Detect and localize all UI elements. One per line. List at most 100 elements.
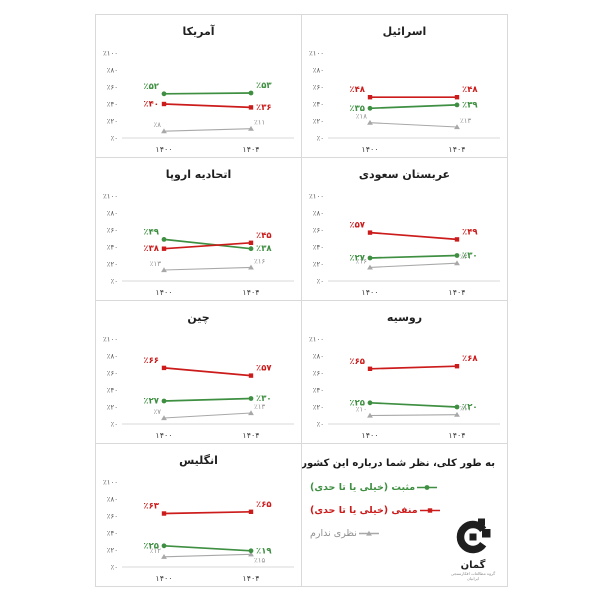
positive-line <box>163 238 252 250</box>
survey-question: به طور کلی، نظر شما درباره این کشورها چی… <box>302 458 495 469</box>
no_opinion-marker-glyph-icon <box>358 530 379 536</box>
gamaan-tagline: گروه مطالعات افکارسنجی ایرانیان <box>450 571 496 581</box>
chart-panel-4: چین ٪۰ ٪۲۰ ٪۴۰ ٪۶۰ ٪۸۰ ٪۱۰۰ ۱۴۰۰ ۱۴۰۴ ٪۷ ٪۱۳ ٪۲۷ ٪۳۰… <box>96 301 302 444</box>
negative-value-label: ٪۵۷ <box>256 364 272 374</box>
point-marker <box>367 255 373 261</box>
chart-title: روسیه <box>386 311 423 324</box>
legend-panel: به طور کلی، نظر شما درباره این کشورها چی… <box>302 444 508 587</box>
y-axis-tick-label: ٪۴۰ <box>313 387 324 395</box>
no-opinion-value-label: ٪۷ <box>153 408 161 416</box>
point-marker <box>248 551 254 557</box>
charts-grid: آمریکا ٪۰ ٪۲۰ ٪۴۰ ٪۶۰ ٪۸۰ ٪۱۰۰ ۱۴۰۰ ۱۴۰۴ ٪۸ ٪۱۱ ٪۵۲… <box>95 14 508 587</box>
point-marker <box>454 260 460 266</box>
gamaan-logo: گمان گروه مطالعات افکارسنجی ایرانیان <box>447 518 499 581</box>
point-marker <box>367 366 373 371</box>
y-axis-tick-label: ٪۰ <box>110 278 118 286</box>
chart-title: عربستان سعودی <box>358 168 451 181</box>
chart-panel-6: انگلیس ٪۰ ٪۲۰ ٪۴۰ ٪۶۰ ٪۸۰ ٪۱۰۰ ۱۴۰۰ ۱۴۰۴ ٪۱۲ ٪۱۵ ٪۲… <box>96 444 302 587</box>
positive-series-marker-icon <box>416 483 438 492</box>
line-chart: ٪۰ ٪۲۰ ٪۴۰ ٪۶۰ ٪۸۰ ٪۱۰۰ ۱۴۰۰ ۱۴۰۴ ٪۱۰ ٪۱۱ ٪۲۵ ٪۲۰ ٪۶… <box>309 336 500 440</box>
no-opinion-value-label: ٪۱۵ <box>254 556 266 564</box>
point-marker <box>161 543 167 549</box>
point-marker <box>248 105 254 110</box>
y-axis-tick-label: ٪۸۰ <box>107 210 118 218</box>
y-axis-tick-label: ٪۲۰ <box>313 118 324 126</box>
y-axis-tick-label: ٪۴۰ <box>107 244 118 252</box>
negative-line <box>369 365 458 370</box>
line-chart: ٪۰ ٪۲۰ ٪۴۰ ٪۶۰ ٪۸۰ ٪۱۰۰ ۱۴۰۰ ۱۴۰۴ ٪۱۸ ٪۱۳ ٪۳۵ ٪۳۹ ٪۴… <box>309 50 500 154</box>
y-axis-tick-label: ٪۱۰۰ <box>309 336 324 344</box>
negative-value-label: ٪۴۵ <box>256 231 272 241</box>
y-axis-tick-label: ٪۰ <box>316 278 324 286</box>
point-marker <box>454 404 460 410</box>
no_opinion-line <box>163 412 252 419</box>
y-axis-tick-label: ٪۲۰ <box>107 547 118 555</box>
y-axis-tick-label: ٪۸۰ <box>313 67 324 75</box>
y-axis-tick-label: ٪۴۰ <box>107 387 118 395</box>
y-axis-tick-label: ٪۱۰۰ <box>103 336 118 344</box>
negative-line <box>163 103 252 109</box>
legend-item-label: مثبت (خیلی یا تا حدی) <box>310 482 416 493</box>
line-chart: ٪۰ ٪۲۰ ٪۴۰ ٪۶۰ ٪۸۰ ٪۱۰۰ ۱۴۰۰ ۱۴۰۴ ٪۱۶ ٪۲۱ ٪۲۷ ٪۳۰ ٪۵… <box>309 193 500 297</box>
y-axis-tick-label: ٪۸۰ <box>107 67 118 75</box>
line-chart: ٪۰ ٪۲۰ ٪۴۰ ٪۶۰ ٪۸۰ ٪۱۰۰ ۱۴۰۰ ۱۴۰۴ ٪۸ ٪۱۱ ٪۵۲ ٪۵۳ ٪۴۰… <box>103 50 294 154</box>
no_opinion-line <box>369 262 458 268</box>
legend-item-label: نظری ندارم <box>310 528 357 539</box>
point-marker <box>367 95 373 100</box>
x-axis-tick-label: ۱۴۰۴ <box>242 574 259 583</box>
line-chart: ٪۰ ٪۲۰ ٪۴۰ ٪۶۰ ٪۸۰ ٪۱۰۰ ۱۴۰۰ ۱۴۰۴ ٪۱۲ ٪۱۵ ٪۲۵ ٪۱۹ ٪۶… <box>103 479 294 583</box>
chart-panel-2: اتحادیه اروپا ٪۰ ٪۲۰ ٪۴۰ ٪۶۰ ٪۸۰ ٪۱۰۰ ۱۴۰۰ ۱۴۰۴ ٪… <box>96 158 302 301</box>
point-marker <box>161 398 167 404</box>
negative-line <box>369 231 458 241</box>
y-axis-tick-label: ٪۰ <box>110 564 118 572</box>
point-marker <box>161 237 167 242</box>
point-marker <box>161 415 167 421</box>
point-marker <box>248 264 254 270</box>
no_opinion-line <box>163 266 252 271</box>
no-opinion-series-marker-icon <box>358 529 380 538</box>
y-axis-tick-label: ٪۲۰ <box>107 118 118 126</box>
negative-line <box>163 241 252 250</box>
x-axis-tick-label: ۱۴۰۰ <box>361 431 378 440</box>
chart-panel-5: روسیه ٪۰ ٪۲۰ ٪۴۰ ٪۶۰ ٪۸۰ ٪۱۰۰ ۱۴۰۰ ۱۴۰۴ ٪۱۰ ٪۱۱ ٪۲۵… <box>302 301 508 444</box>
no_opinion-line <box>163 128 252 132</box>
negative-series-marker-icon <box>419 506 441 515</box>
x-axis-tick-label: ۱۴۰۴ <box>242 431 259 440</box>
x-axis-tick-label: ۱۴۰۴ <box>242 145 259 154</box>
no-opinion-value-label: ٪۲۱ <box>460 253 471 261</box>
no-opinion-value-label: ٪۸ <box>153 121 161 129</box>
y-axis-tick-label: ٪۰ <box>316 135 324 143</box>
x-axis-tick-label: ۱۴۰۴ <box>242 288 259 297</box>
no-opinion-value-label: ٪۱۳ <box>150 260 162 268</box>
no-opinion-value-label: ٪۱۳ <box>254 403 266 411</box>
negative-value-label: ٪۶۳ <box>143 502 159 512</box>
point-marker <box>161 365 167 371</box>
no_opinion-line <box>369 122 458 128</box>
y-axis-tick-label: ٪۶۰ <box>107 513 118 521</box>
chart-title: انگلیس <box>179 454 218 467</box>
gamaan-logo-mark-icon <box>456 518 491 554</box>
point-marker <box>248 410 254 416</box>
positive-value-label: ٪۲۵ <box>143 541 159 551</box>
legend-item-negative: منفی (خیلی یا تا حدی) <box>310 505 441 516</box>
y-axis-tick-label: ٪۴۰ <box>107 101 118 109</box>
negative-value-label: ٪۳۸ <box>143 244 159 254</box>
chart-title: چین <box>187 311 210 324</box>
positive-line <box>163 397 252 402</box>
y-axis-tick-label: ٪۶۰ <box>107 370 118 378</box>
positive-value-label: ٪۳۵ <box>349 104 365 114</box>
no-opinion-value-label: ٪۱۶ <box>356 257 368 265</box>
y-axis-tick-label: ٪۸۰ <box>313 353 324 361</box>
y-axis-tick-label: ٪۴۰ <box>313 101 324 109</box>
point-marker <box>454 253 460 258</box>
negative-value-label: ٪۶۵ <box>349 357 365 367</box>
negative-value-label: ٪۳۶ <box>256 103 272 113</box>
point-marker <box>161 267 167 273</box>
negative-value-label: ٪۴۸ <box>349 85 365 95</box>
point-marker <box>454 102 460 108</box>
legend-item-no-opinion: نظری ندارم <box>310 528 380 539</box>
no-opinion-value-label: ٪۱۰ <box>356 406 367 414</box>
positive-value-label: ٪۱۹ <box>256 546 272 556</box>
x-axis-tick-label: ۱۴۰۰ <box>155 431 172 440</box>
y-axis-tick-label: ٪۱۰۰ <box>309 193 324 201</box>
